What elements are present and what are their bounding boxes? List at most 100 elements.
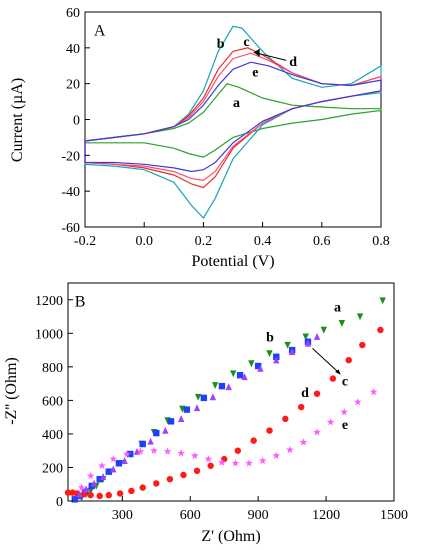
panel-a-y-axis-label: Current (µA) bbox=[9, 78, 26, 162]
data-point bbox=[167, 418, 175, 425]
data-point bbox=[109, 455, 118, 463]
data-point bbox=[284, 341, 291, 349]
data-point bbox=[82, 485, 90, 493]
data-point bbox=[248, 360, 255, 368]
x-tick-label: 600 bbox=[180, 508, 201, 523]
data-point bbox=[193, 467, 201, 475]
arrow-head bbox=[253, 48, 260, 57]
data-point bbox=[121, 457, 128, 464]
data-point bbox=[194, 393, 202, 401]
data-point bbox=[153, 429, 160, 437]
data-point bbox=[136, 447, 145, 455]
panel-letter: B bbox=[75, 293, 86, 310]
curve-label-c: c bbox=[243, 35, 249, 50]
data-point bbox=[286, 445, 294, 454]
curve-label-d: d bbox=[301, 386, 309, 401]
data-point bbox=[241, 373, 248, 381]
cv-curve-e bbox=[84, 61, 382, 173]
data-point bbox=[98, 461, 106, 469]
data-point bbox=[115, 460, 123, 467]
y-tick-label: 0 bbox=[56, 495, 63, 510]
data-point bbox=[110, 465, 117, 473]
data-point bbox=[211, 382, 219, 389]
data-point bbox=[302, 333, 309, 341]
y-tick-label: 800 bbox=[42, 361, 63, 376]
data-point bbox=[90, 479, 98, 487]
eis-series-c bbox=[64, 326, 384, 500]
data-point bbox=[377, 326, 384, 334]
curve-label-e: e bbox=[342, 418, 348, 433]
panel-b: 300 600 900 1200 1500 0 200 400 600 800 1000 1200 B… bbox=[3, 282, 408, 545]
curve-label-b: b bbox=[266, 331, 274, 346]
data-point bbox=[236, 372, 244, 379]
data-point bbox=[218, 458, 226, 466]
data-point bbox=[245, 459, 253, 467]
x-tick-label: 1500 bbox=[380, 508, 408, 523]
data-point bbox=[329, 375, 337, 382]
x-tick-label: 1200 bbox=[312, 508, 340, 523]
data-point bbox=[273, 356, 280, 364]
y-tick-label: 20 bbox=[66, 78, 80, 93]
data-point bbox=[139, 440, 146, 448]
curve-label-e: e bbox=[252, 66, 258, 81]
data-point bbox=[116, 490, 124, 497]
data-point bbox=[166, 476, 174, 483]
annotation-arrow bbox=[312, 348, 341, 374]
curve-label-c: c bbox=[342, 374, 348, 389]
panel-letter: A bbox=[94, 22, 106, 39]
data-point bbox=[313, 390, 321, 397]
data-point bbox=[191, 451, 199, 459]
y-tick-label: 40 bbox=[66, 42, 80, 57]
panel-b-y-axis-label: -Z'' (Ohm) bbox=[3, 357, 20, 425]
panel-b-plot-frame bbox=[67, 282, 395, 502]
data-point bbox=[147, 437, 154, 445]
data-point bbox=[105, 468, 112, 475]
data-point bbox=[359, 341, 366, 349]
data-point bbox=[96, 492, 103, 500]
data-point bbox=[183, 406, 191, 413]
data-point bbox=[345, 356, 352, 364]
x-tick-label: 0.6 bbox=[313, 234, 331, 249]
data-point bbox=[230, 370, 237, 378]
curve-label-b: b bbox=[217, 37, 225, 52]
data-point bbox=[326, 418, 335, 426]
data-point bbox=[180, 471, 187, 479]
curve-label-d: d bbox=[289, 55, 297, 70]
data-point bbox=[254, 362, 262, 370]
curve-label-a: a bbox=[233, 96, 240, 111]
data-point bbox=[162, 426, 169, 434]
y-tick-label: 200 bbox=[42, 461, 63, 476]
data-point bbox=[177, 449, 185, 457]
data-point bbox=[105, 491, 112, 499]
eis-series-d bbox=[76, 332, 321, 498]
data-point bbox=[123, 450, 131, 458]
data-point bbox=[282, 415, 289, 423]
panel-a-ticks: -0.2 0.0 0.2 0.4 0.6 0.8 -60 -40 -20 0 20 40 60 bbox=[61, 6, 389, 249]
y-tick-label: -40 bbox=[61, 185, 80, 200]
panel-b-points bbox=[64, 297, 386, 503]
data-point bbox=[231, 459, 240, 467]
data-point bbox=[354, 398, 362, 406]
data-point bbox=[340, 408, 348, 416]
data-point bbox=[87, 491, 94, 499]
panel-b-ticks: 300 600 900 1200 1500 0 200 400 600 800 1000 1200 bbox=[35, 294, 408, 523]
panel-b-x-axis-label: Z' (Ohm) bbox=[201, 528, 260, 545]
data-point bbox=[200, 394, 208, 402]
data-point bbox=[379, 297, 386, 305]
panel-a-annotations: Ab c d ea bbox=[94, 22, 297, 111]
arrow-head bbox=[335, 369, 341, 375]
data-point bbox=[266, 427, 273, 434]
data-point bbox=[96, 476, 103, 483]
data-point bbox=[204, 455, 213, 463]
data-point bbox=[80, 491, 88, 498]
panel-a-curves bbox=[84, 25, 382, 219]
x-tick-label: -0.2 bbox=[74, 234, 96, 249]
eis-series-e bbox=[77, 388, 378, 491]
y-tick-label: 60 bbox=[66, 6, 80, 21]
data-point bbox=[163, 447, 172, 455]
panel-a-x-axis-label: Potential (V) bbox=[191, 253, 274, 270]
data-point bbox=[288, 348, 296, 355]
data-point bbox=[225, 383, 232, 391]
